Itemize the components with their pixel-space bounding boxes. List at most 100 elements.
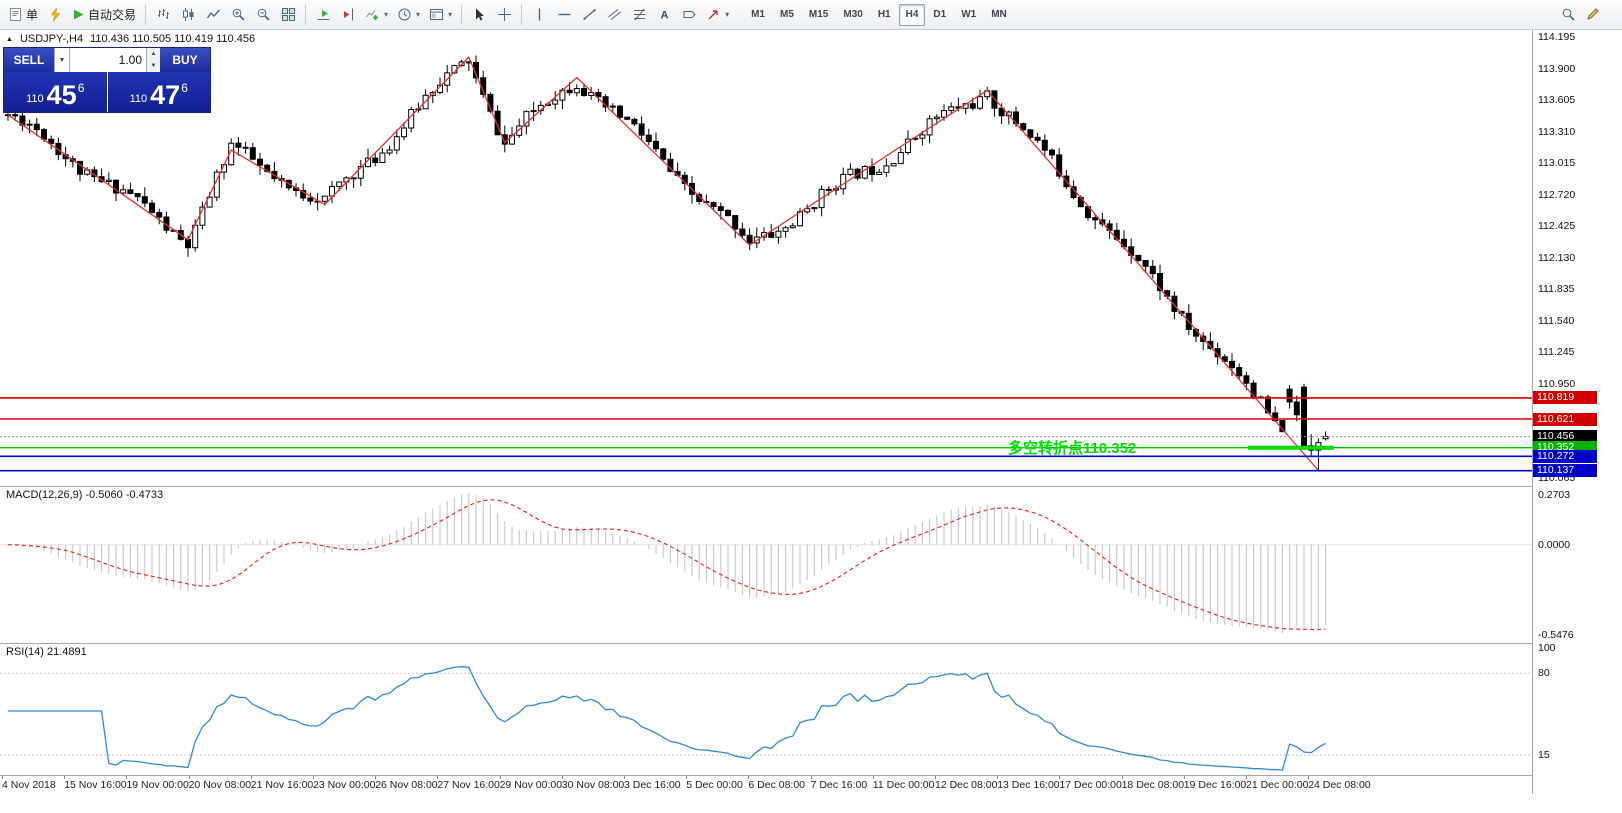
macd-panel[interactable]: MACD(12,26,9) -0.5060 -0.4733 xyxy=(0,487,1532,643)
arrows-tool-button[interactable]: ▾ xyxy=(702,3,733,27)
panel-separator[interactable] xyxy=(0,486,1622,487)
zoom-in-button[interactable] xyxy=(226,3,250,27)
cursor-button[interactable] xyxy=(467,3,491,27)
autotrading-button[interactable]: 自动交易 xyxy=(68,3,140,27)
time-tick xyxy=(313,775,314,779)
rsi-chart[interactable] xyxy=(0,644,1532,775)
toolbar-separator xyxy=(521,4,523,25)
time-axis-label: 15 Nov 16:00 xyxy=(64,779,127,791)
autoscroll-button[interactable] xyxy=(311,3,335,27)
time-axis-label: 26 Nov 08:00 xyxy=(375,779,438,791)
time-axis-label: 21 Nov 16:00 xyxy=(250,779,314,791)
edit-pencil-icon xyxy=(1586,8,1599,20)
time-axis[interactable]: 4 Nov 2018 15 Nov 16:00 19 Nov 00:00 20 Nov… xyxy=(0,775,1532,794)
symbol-name: USDJPY-,H4 xyxy=(19,33,84,45)
spin-down-icon[interactable]: ▼ xyxy=(147,60,160,72)
time-tick xyxy=(624,775,625,779)
price-axis-label: 111.245 xyxy=(1538,346,1575,359)
price-axis-label: 113.015 xyxy=(1538,157,1576,170)
time-axis-label: 20 Nov 08:00 xyxy=(188,779,252,791)
turning-point-annotation[interactable]: 多空转折点110.352 xyxy=(1008,440,1137,457)
timeframe-m30[interactable]: M30 xyxy=(843,9,863,20)
tile-windows-button[interactable] xyxy=(276,3,300,27)
chart-shift-icon xyxy=(343,8,353,21)
timeframe-group: M1 M5 M15 M30 H1 H4 D1 W1 MN xyxy=(744,3,1014,26)
rsi-panel[interactable]: RSI(14) 21.4891 xyxy=(0,644,1532,775)
indicators-button[interactable]: ▾ xyxy=(361,3,392,27)
autotrading-label: 自动交易 xyxy=(88,8,137,22)
timeframe-h1[interactable]: H1 xyxy=(877,9,891,20)
candles xyxy=(5,55,1329,472)
text-tool-button[interactable]: A xyxy=(652,3,676,27)
crosshair-button[interactable] xyxy=(492,3,516,27)
macd-histogram xyxy=(14,493,1327,633)
price-axis-label: 112.720 xyxy=(1538,188,1576,201)
sell-button[interactable]: SELL xyxy=(4,48,54,72)
label-icon xyxy=(683,11,696,18)
spin-up-icon[interactable]: ▲ xyxy=(147,48,160,60)
time-axis-label: 19 Dec 16:00 xyxy=(1183,779,1247,791)
timeframe-m5[interactable]: M5 xyxy=(780,9,794,20)
channel-icon xyxy=(607,9,621,20)
chart-shift-button[interactable] xyxy=(336,3,360,27)
time-tick xyxy=(1121,775,1123,779)
timeframe-mn[interactable]: MN xyxy=(991,9,1007,20)
time-axis-label: 29 Nov 00:00 xyxy=(499,779,563,791)
panel-separator[interactable] xyxy=(0,643,1622,644)
rsi-axis-label: 80 xyxy=(1538,667,1550,680)
channel-button[interactable] xyxy=(602,3,626,27)
zigzag-line xyxy=(7,56,1319,471)
time-axis-label: 13 Dec 16:00 xyxy=(997,779,1060,791)
time-axis-label: 4 Nov 2018 xyxy=(2,779,56,791)
price-axis-label: 111.540 xyxy=(1538,314,1575,327)
volume-stepper[interactable]: ▲ ▼ xyxy=(146,48,160,72)
time-tick xyxy=(748,775,750,779)
horizontal-line-button[interactable] xyxy=(552,3,576,27)
periods-button[interactable]: ▾ xyxy=(393,3,424,27)
time-axis-label: 21 Dec 00:00 xyxy=(1246,779,1309,791)
time-axis-label: 3 Dec 16:00 xyxy=(624,779,681,791)
macd-axis-label: -0.5476 xyxy=(1538,629,1574,641)
price-tag-110.456: 110.456 xyxy=(1533,430,1597,444)
macd-chart[interactable] xyxy=(0,487,1532,643)
candlestick-chart-button[interactable] xyxy=(176,3,200,27)
volume-input[interactable]: 1.00 xyxy=(118,53,142,67)
timeframe-h4[interactable]: H4 xyxy=(898,3,926,26)
timeframe-m1[interactable]: M1 xyxy=(751,9,765,20)
ask-price[interactable]: 110 47 6 xyxy=(107,72,210,112)
buy-button[interactable]: BUY xyxy=(160,48,210,72)
edit-button[interactable] xyxy=(1580,3,1604,27)
timeframe-w1[interactable]: W1 xyxy=(961,9,977,20)
bar-chart-button[interactable] xyxy=(151,3,175,27)
rsi-line xyxy=(8,666,1326,771)
time-axis-label: 30 Nov 08:00 xyxy=(561,779,625,791)
trendline-button[interactable] xyxy=(577,3,601,27)
timeframe-d1[interactable]: D1 xyxy=(933,9,947,20)
zoom-in-icon xyxy=(232,8,245,21)
quotes-button[interactable] xyxy=(43,3,67,27)
search-button[interactable] xyxy=(1556,3,1580,27)
vertical-line-button[interactable] xyxy=(527,3,551,27)
label-tool-button[interactable] xyxy=(677,3,701,27)
fibonacci-button[interactable] xyxy=(627,3,651,27)
price-scale[interactable]: 114.195 113.900 113.605 113.310 113.015 112.7… xyxy=(1533,30,1622,794)
main-chart-panel[interactable]: ▲ USDJPY-,H4 110.436 110.505 110.419 110… xyxy=(0,30,1532,486)
time-axis-label: 19 Nov 00:00 xyxy=(126,779,189,791)
line-chart-button[interactable] xyxy=(201,3,225,27)
candlestick-chart[interactable] xyxy=(0,30,1532,486)
time-tick xyxy=(997,775,999,779)
toolbar-separator xyxy=(461,4,463,25)
timeframe-m15[interactable]: M15 xyxy=(808,9,829,20)
price-axis-label: 113.310 xyxy=(1538,125,1576,138)
new-order-icon xyxy=(10,8,21,21)
bid-price[interactable]: 110 45 6 xyxy=(4,72,107,112)
time-axis-label: 5 Dec 00:00 xyxy=(686,779,743,791)
scale-separator xyxy=(1532,30,1533,794)
volume-dropdown[interactable]: ▼ xyxy=(54,48,70,72)
time-axis-label: 18 Dec 08:00 xyxy=(1121,779,1185,791)
zoom-out-button[interactable] xyxy=(251,3,275,27)
templates-button[interactable]: ▾ xyxy=(425,3,456,27)
new-order-button[interactable]: 单 xyxy=(4,3,42,27)
bid-main-digits: 45 xyxy=(46,80,77,110)
